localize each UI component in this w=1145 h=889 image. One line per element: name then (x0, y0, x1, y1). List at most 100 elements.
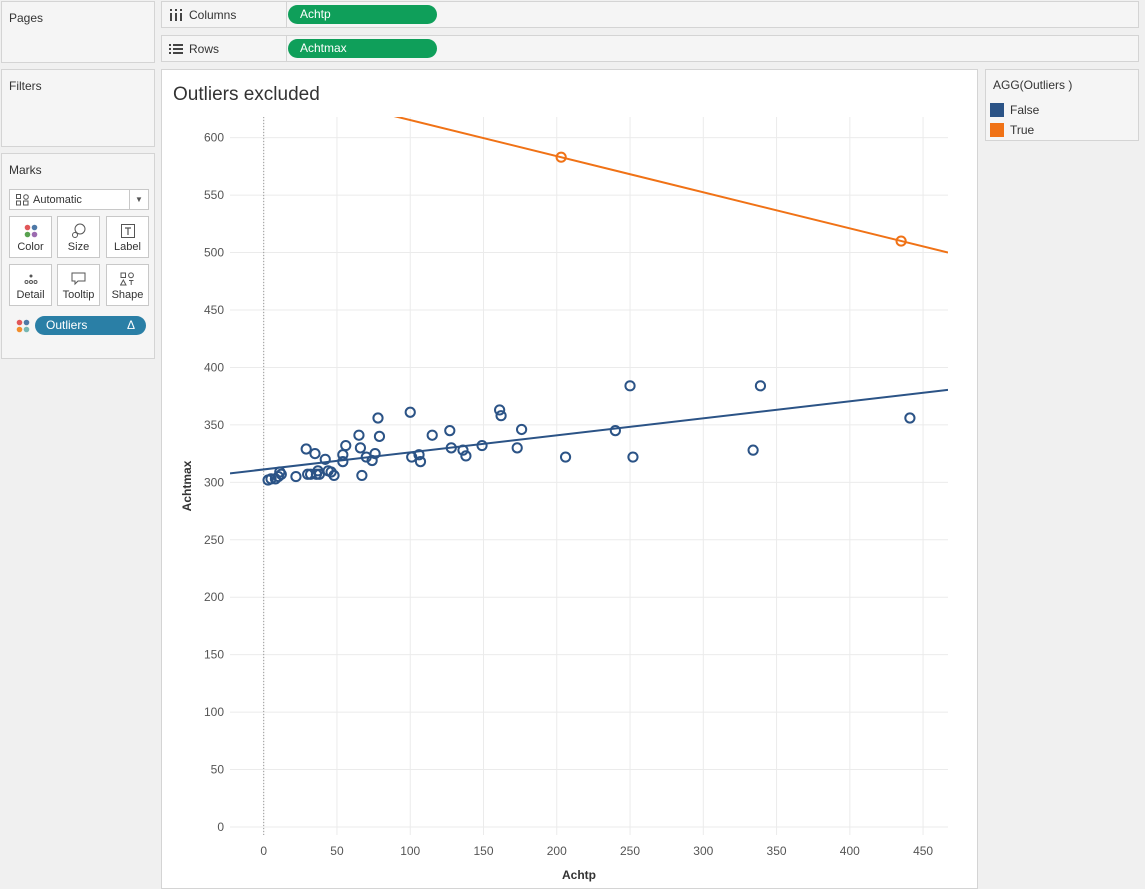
outliers-field-pill[interactable]: Outliers Δ (35, 316, 146, 335)
data-point-false (445, 442, 457, 454)
y-tick-label: 0 (217, 820, 224, 834)
trend-line-false (230, 388, 948, 475)
data-point-false (494, 404, 506, 416)
data-point-false (319, 453, 331, 465)
color-button[interactable]: Color (9, 216, 52, 258)
y-tick-label: 350 (204, 418, 224, 432)
label-icon (107, 221, 148, 241)
marks-card: Marks Automatic ▼ Color (1, 153, 155, 359)
data-point-false (354, 442, 367, 454)
x-tick-label: 0 (260, 844, 267, 858)
data-point-false (559, 451, 572, 463)
x-tick-label: 150 (473, 844, 493, 858)
tooltip-button-label: Tooltip (62, 289, 95, 301)
y-tick-label: 400 (204, 360, 224, 374)
data-point-false (444, 425, 456, 437)
trend-line-true (393, 117, 948, 254)
x-tick-label: 50 (330, 844, 344, 858)
y-tick-label: 250 (204, 533, 224, 547)
color-button-label: Color (17, 241, 44, 253)
shape-button-label: Shape (111, 289, 144, 301)
color-encoding-icon (16, 319, 30, 336)
legend-label-false: False (1010, 103, 1040, 117)
detail-icon (10, 269, 51, 289)
size-button[interactable]: Size (57, 216, 100, 258)
data-point-false (300, 443, 312, 455)
data-point-false (372, 412, 384, 424)
mark-type-icon (16, 193, 29, 206)
mark-type-dropdown[interactable]: Automatic ▼ (9, 189, 149, 210)
data-point-true (555, 151, 567, 163)
y-axis-title: Achtmax (180, 460, 194, 511)
achtp-column-pill[interactable]: Achtp (288, 5, 437, 24)
filters-card-title: Filters (9, 79, 42, 93)
chevron-down-icon[interactable]: ▼ (129, 190, 148, 209)
data-point-false (337, 456, 349, 468)
data-point-false (754, 380, 767, 392)
data-point-false (476, 439, 488, 452)
x-tick-label: 400 (840, 844, 860, 858)
label-button-label: Label (114, 241, 141, 253)
data-point-false (904, 412, 916, 424)
worksheet-view: Outliers excluded 0 50 100 150 200 250 300 350 4… (161, 69, 978, 889)
data-point-false (609, 425, 621, 437)
y-tick-label: 550 (204, 188, 224, 202)
data-point-false (328, 469, 340, 482)
x-tick-label: 350 (767, 844, 787, 858)
pages-card[interactable]: Pages (1, 1, 155, 63)
calculation-delta-icon: Δ (126, 318, 135, 332)
detail-button-label: Detail (16, 289, 45, 301)
legend-item-false[interactable]: False (987, 100, 1137, 120)
shape-button[interactable]: Shape (106, 264, 149, 306)
data-point-false (426, 429, 438, 441)
legend-swatch-false (990, 103, 1004, 117)
data-point-false (265, 473, 277, 485)
columns-shelf[interactable]: Columns Achtp (161, 1, 1139, 28)
tooltip-icon (58, 269, 99, 289)
data-point-false (369, 447, 381, 460)
x-tick-label: 450 (913, 844, 933, 858)
data-point-false (366, 454, 378, 467)
detail-button[interactable]: Detail (9, 264, 52, 306)
rows-shelf-label: Rows (189, 41, 220, 56)
y-tick-label: 600 (204, 131, 224, 145)
mark-type-value: Automatic (33, 193, 82, 206)
data-point-false (406, 451, 418, 463)
x-tick-label: 250 (620, 844, 640, 858)
size-button-label: Size (67, 241, 90, 253)
filters-card[interactable]: Filters (1, 69, 155, 147)
data-point-false (457, 444, 469, 456)
data-point-false (275, 468, 287, 480)
x-tick-label: 300 (693, 844, 713, 858)
achtmax-row-pill[interactable]: Achtmax (288, 39, 437, 58)
x-tick-label: 100 (400, 844, 420, 858)
data-point-false (290, 470, 302, 483)
size-icon (58, 221, 99, 241)
tooltip-button[interactable]: Tooltip (57, 264, 100, 306)
data-point-false (356, 469, 368, 482)
y-tick-label: 450 (204, 303, 224, 317)
data-point-false (373, 430, 386, 442)
data-point-false (624, 380, 636, 392)
shape-icon (107, 269, 148, 289)
legend-item-true[interactable]: True (987, 120, 1137, 140)
x-tick-label: 200 (547, 844, 567, 858)
data-point-false (627, 451, 639, 463)
legend-swatch-true (990, 123, 1004, 137)
data-point-false (747, 444, 759, 456)
pages-card-title: Pages (9, 11, 44, 25)
legend-title: AGG(Outliers ) (993, 78, 1073, 92)
rows-icon (169, 43, 183, 55)
color-legend: AGG(Outliers ) False True (985, 69, 1139, 141)
data-point-false (515, 423, 528, 436)
data-point-false (414, 456, 427, 468)
outliers-pill-label: Outliers (46, 318, 88, 332)
scatter-chart[interactable]: 0 50 100 150 200 250 300 350 400 450 0 50 100 150 200 2… (162, 70, 977, 888)
color-icon (10, 221, 51, 241)
label-button[interactable]: Label (106, 216, 149, 258)
legend-label-true: True (1010, 123, 1035, 137)
worksheet-title: Outliers excluded (173, 84, 320, 105)
y-tick-label: 150 (204, 648, 224, 662)
data-point-false (340, 439, 352, 452)
rows-shelf[interactable]: Rows Achtmax (161, 35, 1139, 62)
